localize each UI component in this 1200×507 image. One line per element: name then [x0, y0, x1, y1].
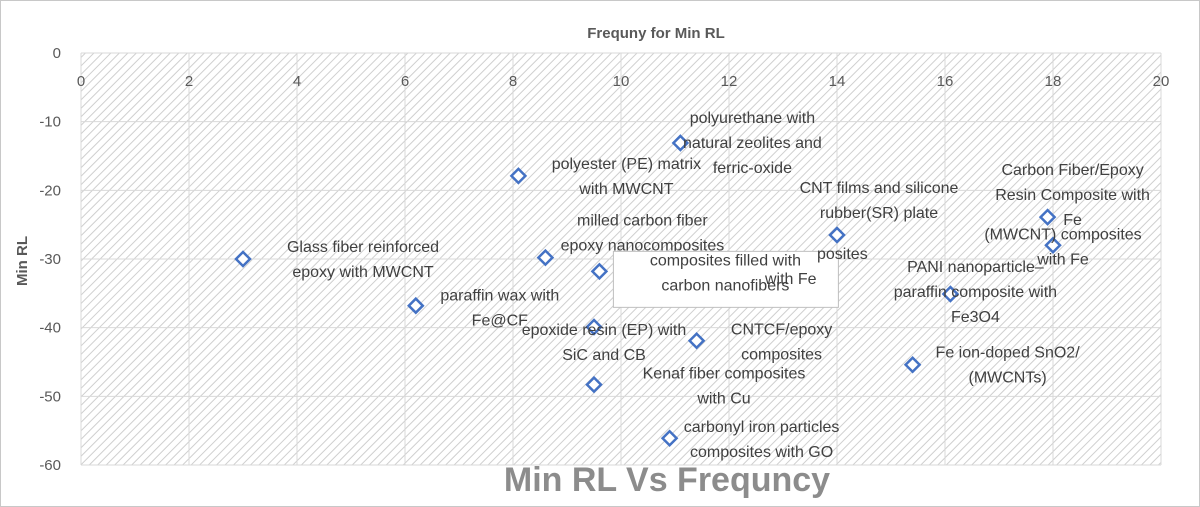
scatter-point [407, 296, 425, 315]
scatter-point [234, 250, 252, 268]
scatter-point [585, 375, 603, 394]
x-tick-label: 4 [293, 73, 301, 90]
scatter-point [1038, 208, 1057, 226]
data-label: epoxide resin (EP) with [522, 322, 687, 339]
x-tick-label: 20 [1153, 73, 1170, 90]
scatter-point [687, 331, 706, 350]
x-tick-label: 18 [1045, 73, 1062, 90]
data-label: polyurethane with [690, 110, 815, 127]
x-tick-label: 10 [613, 73, 630, 90]
data-label: CNTCF/epoxy [731, 322, 832, 339]
data-label: composites [741, 347, 822, 364]
scatter-point [671, 134, 690, 152]
data-label: milled carbon fiber [577, 213, 708, 230]
data-label-box [612, 250, 839, 308]
data-label: rubber(SR) plate [820, 205, 938, 222]
y-tick-label: -10 [39, 114, 61, 131]
x-tick-label: 2 [185, 73, 193, 90]
data-label: Fe3O4 [951, 309, 1000, 326]
data-label: natural zeolites and [683, 135, 822, 152]
data-label: epoxy nanocomposites [561, 238, 725, 255]
data-label: Fe@CF [472, 313, 528, 330]
scatter-point [903, 355, 922, 374]
data-label: SiC and CB [562, 347, 646, 364]
x-tick-label: 8 [509, 73, 517, 90]
bottom-chart-title: Min RL Vs Frequncy [504, 461, 830, 499]
y-tick-label: -60 [39, 457, 61, 474]
x-tick-label: 6 [401, 73, 409, 90]
data-label: Kenaf fiber composites [643, 366, 806, 383]
scatter-point [941, 285, 960, 303]
data-label: (MWCNT) composites [984, 226, 1141, 243]
data-label: composites filled with [650, 252, 801, 269]
scatter-point [536, 248, 555, 267]
y-tick-label: -30 [39, 251, 61, 268]
data-label: carbonyl iron particles [684, 419, 840, 436]
scatter-point [509, 167, 528, 185]
partial-data-label: with Fe [764, 271, 817, 288]
data-label: polyester (PE) matrix [552, 156, 701, 173]
scatter-point [585, 318, 603, 336]
data-label: with MWCNT [578, 181, 673, 198]
y-tick-label: -40 [39, 320, 61, 337]
tick-labels: 0 -10 -20 -30 -40 -50 -60 0 2 4 6 8 10 12 14 16 18 20 [39, 45, 1169, 474]
y-axis-title: Min RL [14, 236, 31, 286]
data-label: (MWCNTs) [968, 370, 1046, 387]
data-label: Fe [1063, 212, 1082, 229]
data-label: ferric-oxide [713, 160, 792, 177]
scatter-point [1044, 236, 1062, 255]
data-labels: Glass fiber reinforced epoxy with MWCNT pa… [287, 110, 1150, 461]
x-tick-label: 12 [721, 73, 738, 90]
data-label: paraffin composite with [894, 284, 1057, 301]
data-label: CNT films and silicone [800, 180, 959, 197]
data-label: PANI nanoparticle– [907, 259, 1044, 276]
data-label: composites with GO [690, 444, 833, 461]
scatter-point [590, 262, 609, 281]
data-label: with Cu [696, 391, 750, 408]
data-points [234, 134, 1062, 447]
x-tick-label: 0 [77, 73, 85, 90]
data-label: Carbon Fiber/Epoxy [1001, 162, 1143, 179]
y-tick-label: 0 [53, 45, 61, 62]
data-label: epoxy with MWCNT [292, 264, 434, 281]
data-label: Resin Composite with [995, 187, 1150, 204]
data-label: paraffin wax with [440, 288, 559, 305]
y-tick-label: -20 [39, 182, 61, 199]
scatter-point [660, 429, 679, 447]
y-tick-label: -50 [39, 388, 61, 405]
data-label: Glass fiber reinforced [287, 239, 439, 256]
data-label: carbon nanofibers [661, 277, 789, 294]
data-label: Fe ion-doped SnO2/ [936, 345, 1081, 362]
scatter-point [828, 226, 846, 244]
chart-title: Frequny for Min RL [587, 25, 725, 42]
partial-data-label: posites [817, 246, 868, 263]
x-tick-label: 14 [829, 73, 846, 90]
x-tick-label: 16 [937, 73, 954, 90]
data-label: with Fe [1036, 251, 1089, 268]
